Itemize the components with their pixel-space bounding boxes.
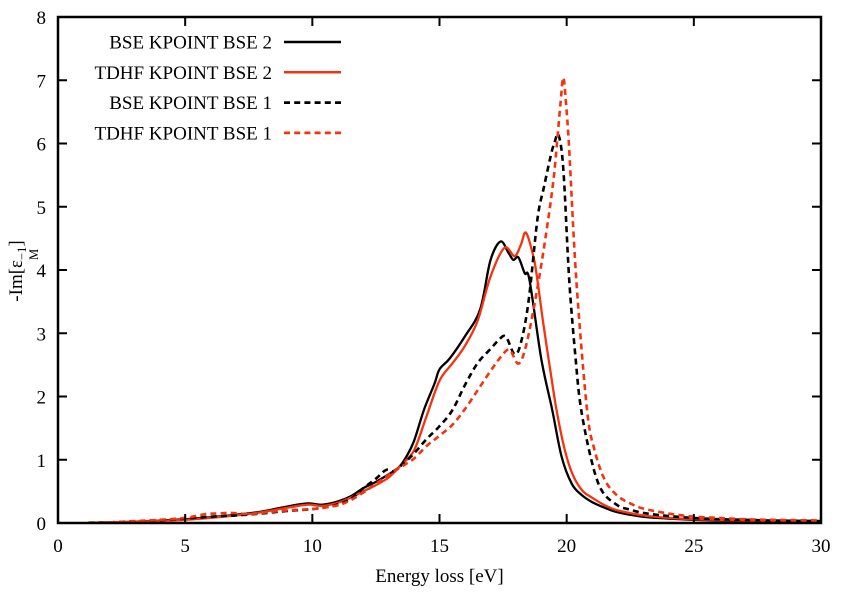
y-tick-label: 2 bbox=[37, 388, 47, 409]
x-tick-label: 0 bbox=[53, 536, 63, 557]
y-tick-label: 0 bbox=[37, 514, 47, 535]
y-tick-label: 6 bbox=[37, 135, 47, 156]
x-tick-label: 15 bbox=[430, 536, 449, 557]
x-tick-label: 10 bbox=[303, 536, 322, 557]
x-tick-label: 20 bbox=[557, 536, 576, 557]
x-tick-label: 5 bbox=[180, 536, 190, 557]
y-tick-label: 7 bbox=[37, 71, 47, 92]
y-tick-label: 5 bbox=[37, 198, 47, 219]
curve-bse-kpoint-bse-1 bbox=[88, 132, 821, 524]
x-axis-label: Energy loss [eV] bbox=[375, 566, 504, 587]
legend-label: TDHF KPOINT BSE 2 bbox=[94, 63, 272, 84]
curve-tdhf-kpoint-bse-2 bbox=[88, 231, 821, 524]
curve-bse-kpoint-bse-2 bbox=[88, 240, 821, 524]
x-tick-label: 30 bbox=[812, 536, 831, 557]
y-axis-label-sub: M bbox=[27, 248, 42, 260]
legend-label: TDHF KPOINT BSE 1 bbox=[94, 123, 272, 144]
y-tick-label: 3 bbox=[37, 324, 47, 345]
curve-tdhf-kpoint-bse-1 bbox=[88, 76, 821, 524]
y-axis-label: -Im[ε −1 M] bbox=[6, 206, 41, 336]
y-tick-label: 4 bbox=[37, 261, 47, 282]
legend-label: BSE KPOINT BSE 1 bbox=[109, 93, 272, 114]
x-tick-label: 25 bbox=[684, 536, 703, 557]
y-tick-label: 1 bbox=[37, 451, 47, 472]
y-axis-label-supsub: −1 M bbox=[15, 247, 42, 260]
legend-label: BSE KPOINT BSE 2 bbox=[109, 33, 272, 54]
y-tick-label: 8 bbox=[37, 8, 47, 29]
y-axis-label-pre: -Im[ε bbox=[6, 259, 27, 302]
y-axis-label-post: ] bbox=[6, 240, 27, 247]
